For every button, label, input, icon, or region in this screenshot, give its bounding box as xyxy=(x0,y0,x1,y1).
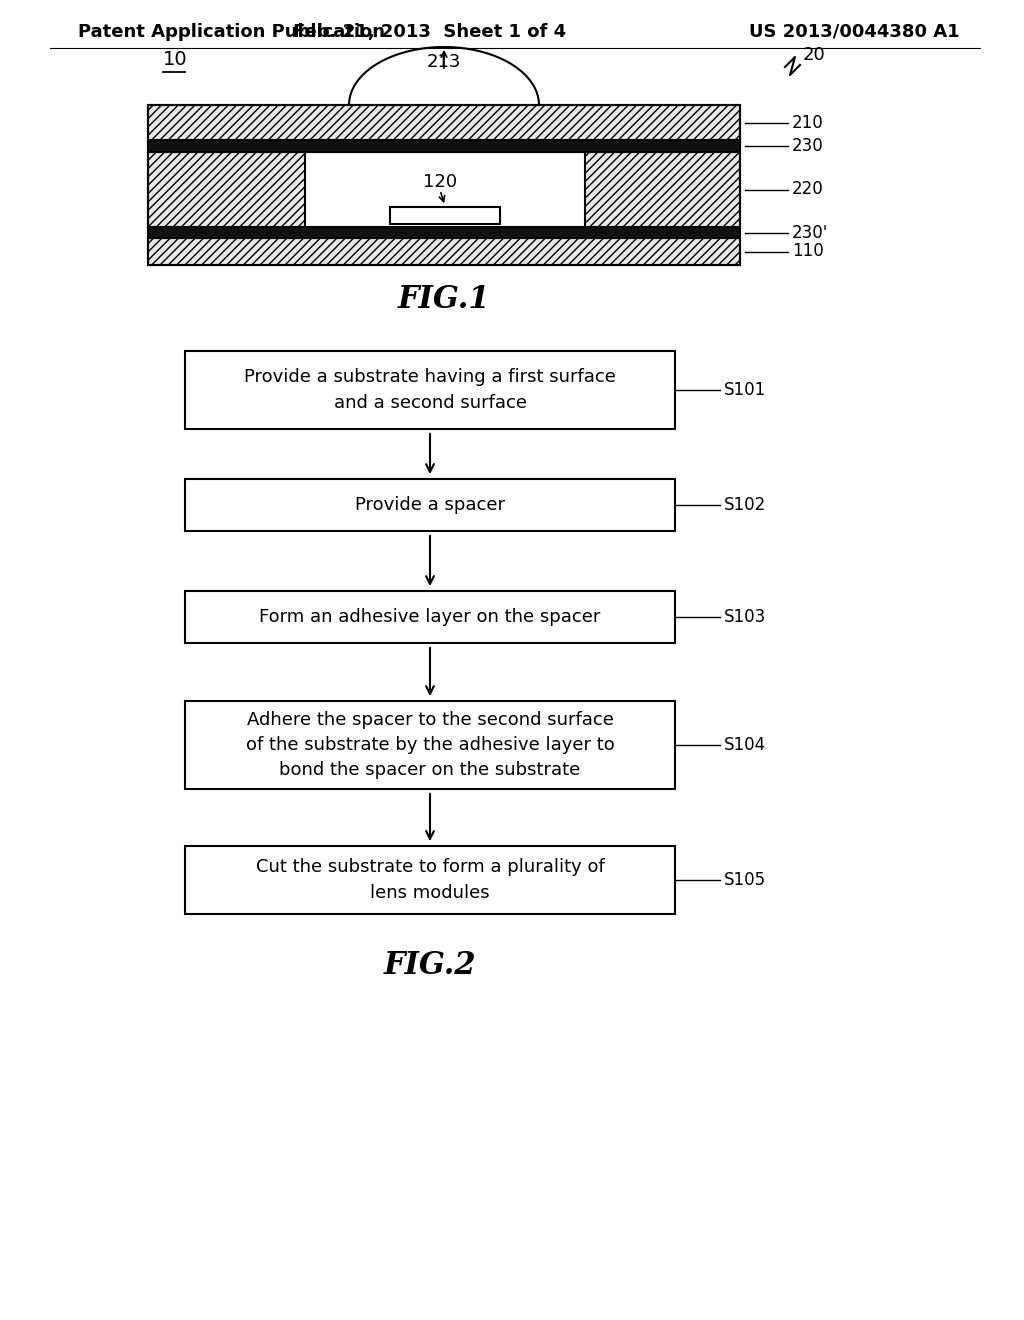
Bar xyxy=(185,846,675,913)
Bar xyxy=(185,479,675,531)
Text: S102: S102 xyxy=(724,496,766,513)
Text: S103: S103 xyxy=(724,609,766,626)
Bar xyxy=(185,351,675,429)
Text: 230': 230' xyxy=(792,223,828,242)
Text: Patent Application Publication: Patent Application Publication xyxy=(78,22,385,41)
Text: Provide a spacer: Provide a spacer xyxy=(355,496,505,513)
Text: 120: 120 xyxy=(423,173,457,191)
Text: S104: S104 xyxy=(724,737,766,754)
Bar xyxy=(148,140,740,152)
Text: 220: 220 xyxy=(792,181,823,198)
Bar xyxy=(390,207,500,224)
Text: FIG.1: FIG.1 xyxy=(397,285,490,315)
Text: 20: 20 xyxy=(803,46,825,63)
Text: FIG.2: FIG.2 xyxy=(384,949,476,981)
Text: 110: 110 xyxy=(792,243,823,260)
Text: S101: S101 xyxy=(724,381,766,399)
Text: 213: 213 xyxy=(427,53,461,71)
Text: S105: S105 xyxy=(724,871,766,888)
Text: Feb. 21, 2013  Sheet 1 of 4: Feb. 21, 2013 Sheet 1 of 4 xyxy=(294,22,566,41)
Bar xyxy=(148,238,740,265)
Text: 10: 10 xyxy=(163,50,187,69)
Bar xyxy=(148,106,740,140)
Text: Provide a substrate having a first surface
and a second surface: Provide a substrate having a first surfa… xyxy=(244,368,616,412)
Bar xyxy=(148,106,740,265)
Text: US 2013/0044380 A1: US 2013/0044380 A1 xyxy=(750,22,961,41)
Text: 210: 210 xyxy=(792,114,823,132)
Bar xyxy=(185,701,675,789)
Text: Form an adhesive layer on the spacer: Form an adhesive layer on the spacer xyxy=(259,609,601,626)
Text: Cut the substrate to form a plurality of
lens modules: Cut the substrate to form a plurality of… xyxy=(256,858,604,902)
Bar xyxy=(148,152,740,227)
Bar xyxy=(185,591,675,643)
Text: 230: 230 xyxy=(792,137,823,154)
Bar xyxy=(305,152,585,227)
Text: Adhere the spacer to the second surface
of the substrate by the adhesive layer t: Adhere the spacer to the second surface … xyxy=(246,711,614,779)
Bar xyxy=(148,227,740,238)
